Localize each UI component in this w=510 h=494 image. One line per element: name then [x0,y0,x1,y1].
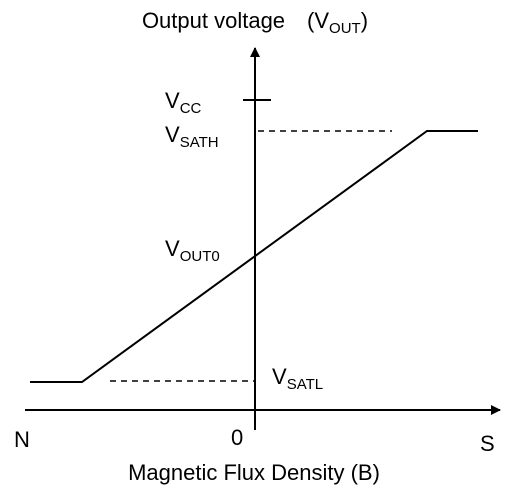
vsath-symbol: V [165,122,180,147]
north-label: N [14,427,30,452]
vsath-sub: SATH [180,134,219,151]
vcc-sub: CC [180,100,202,117]
vsatl-label: VSATL [272,364,323,393]
south-label: S [480,431,495,456]
title-symbol: (V [307,8,329,33]
vout0-sub: OUT0 [180,248,220,265]
vsatl-sub: SATL [287,376,323,393]
vcc-label: VCC [165,88,202,117]
vsatl-symbol: V [272,364,287,389]
x-axis-label: Magnetic Flux Density (B) [128,460,380,485]
vcc-symbol: V [165,88,180,113]
vout0-label: VOUT0 [165,236,220,265]
title-sub: OUT [329,20,361,37]
title-close: ) [361,8,368,33]
title: Output voltage (VOUT) [142,8,368,37]
transfer-curve [30,130,478,383]
vout0-symbol: V [165,236,180,261]
title-text: Output voltage [142,8,285,33]
vsath-label: VSATH [165,122,219,151]
origin-label: 0 [231,425,243,450]
